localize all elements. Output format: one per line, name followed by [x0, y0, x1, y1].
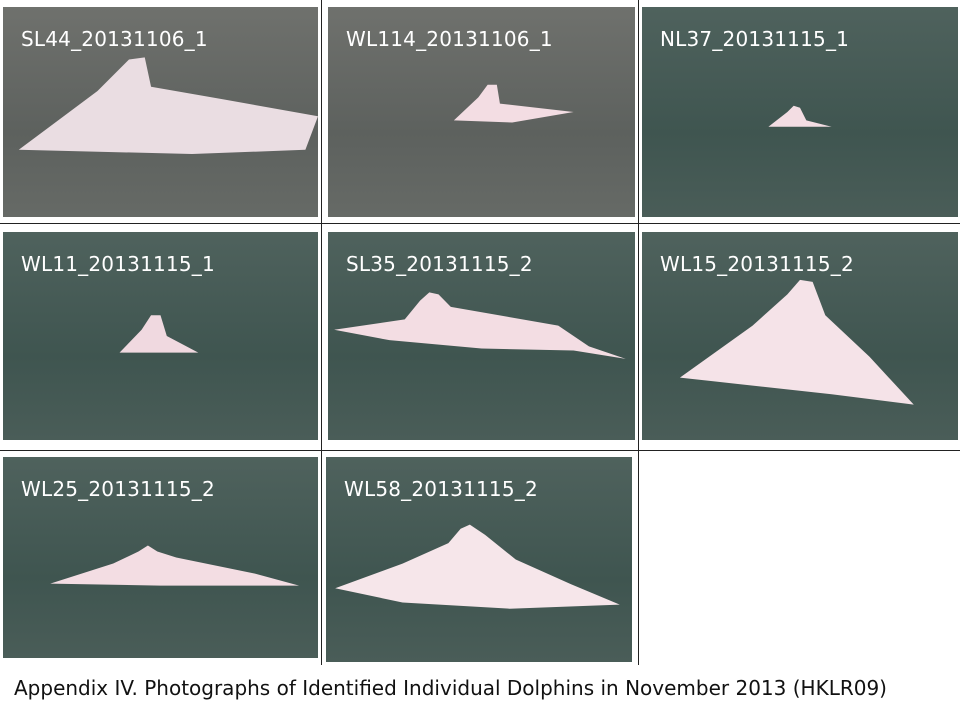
dolphin-photo-wl114: WL114_20131106_1 [328, 7, 635, 217]
dolphin-photo-sl35: SL35_20131115_2 [328, 232, 635, 440]
dolphin-photo-sl44: SL44_20131106_1 [3, 7, 318, 217]
grid-divider-horizontal-2 [0, 450, 960, 451]
photo-label: SL44_20131106_1 [21, 27, 208, 51]
photo-label: WL114_20131106_1 [346, 27, 553, 51]
photo-label: NL37_20131115_1 [660, 27, 850, 51]
grid-divider-vertical-1 [321, 0, 322, 665]
dolphin-photo-wl11: WL11_20131115_1 [3, 232, 318, 440]
photo-label: WL58_20131115_2 [344, 477, 538, 501]
photo-label: SL35_20131115_2 [346, 252, 533, 276]
dolphin-photo-nl37: NL37_20131115_1 [642, 7, 958, 217]
dolphin-photo-wl15: WL15_20131115_2 [642, 232, 958, 440]
dolphin-photo-wl25: WL25_20131115_2 [3, 457, 318, 658]
dolphin-photo-wl58: WL58_20131115_2 [326, 457, 632, 662]
figure-caption: Appendix IV. Photographs of Identified I… [14, 676, 887, 700]
grid-divider-horizontal-1 [0, 223, 960, 224]
photo-label: WL25_20131115_2 [21, 477, 215, 501]
photo-label: WL11_20131115_1 [21, 252, 215, 276]
photo-label: WL15_20131115_2 [660, 252, 854, 276]
grid-divider-vertical-2 [638, 0, 639, 665]
